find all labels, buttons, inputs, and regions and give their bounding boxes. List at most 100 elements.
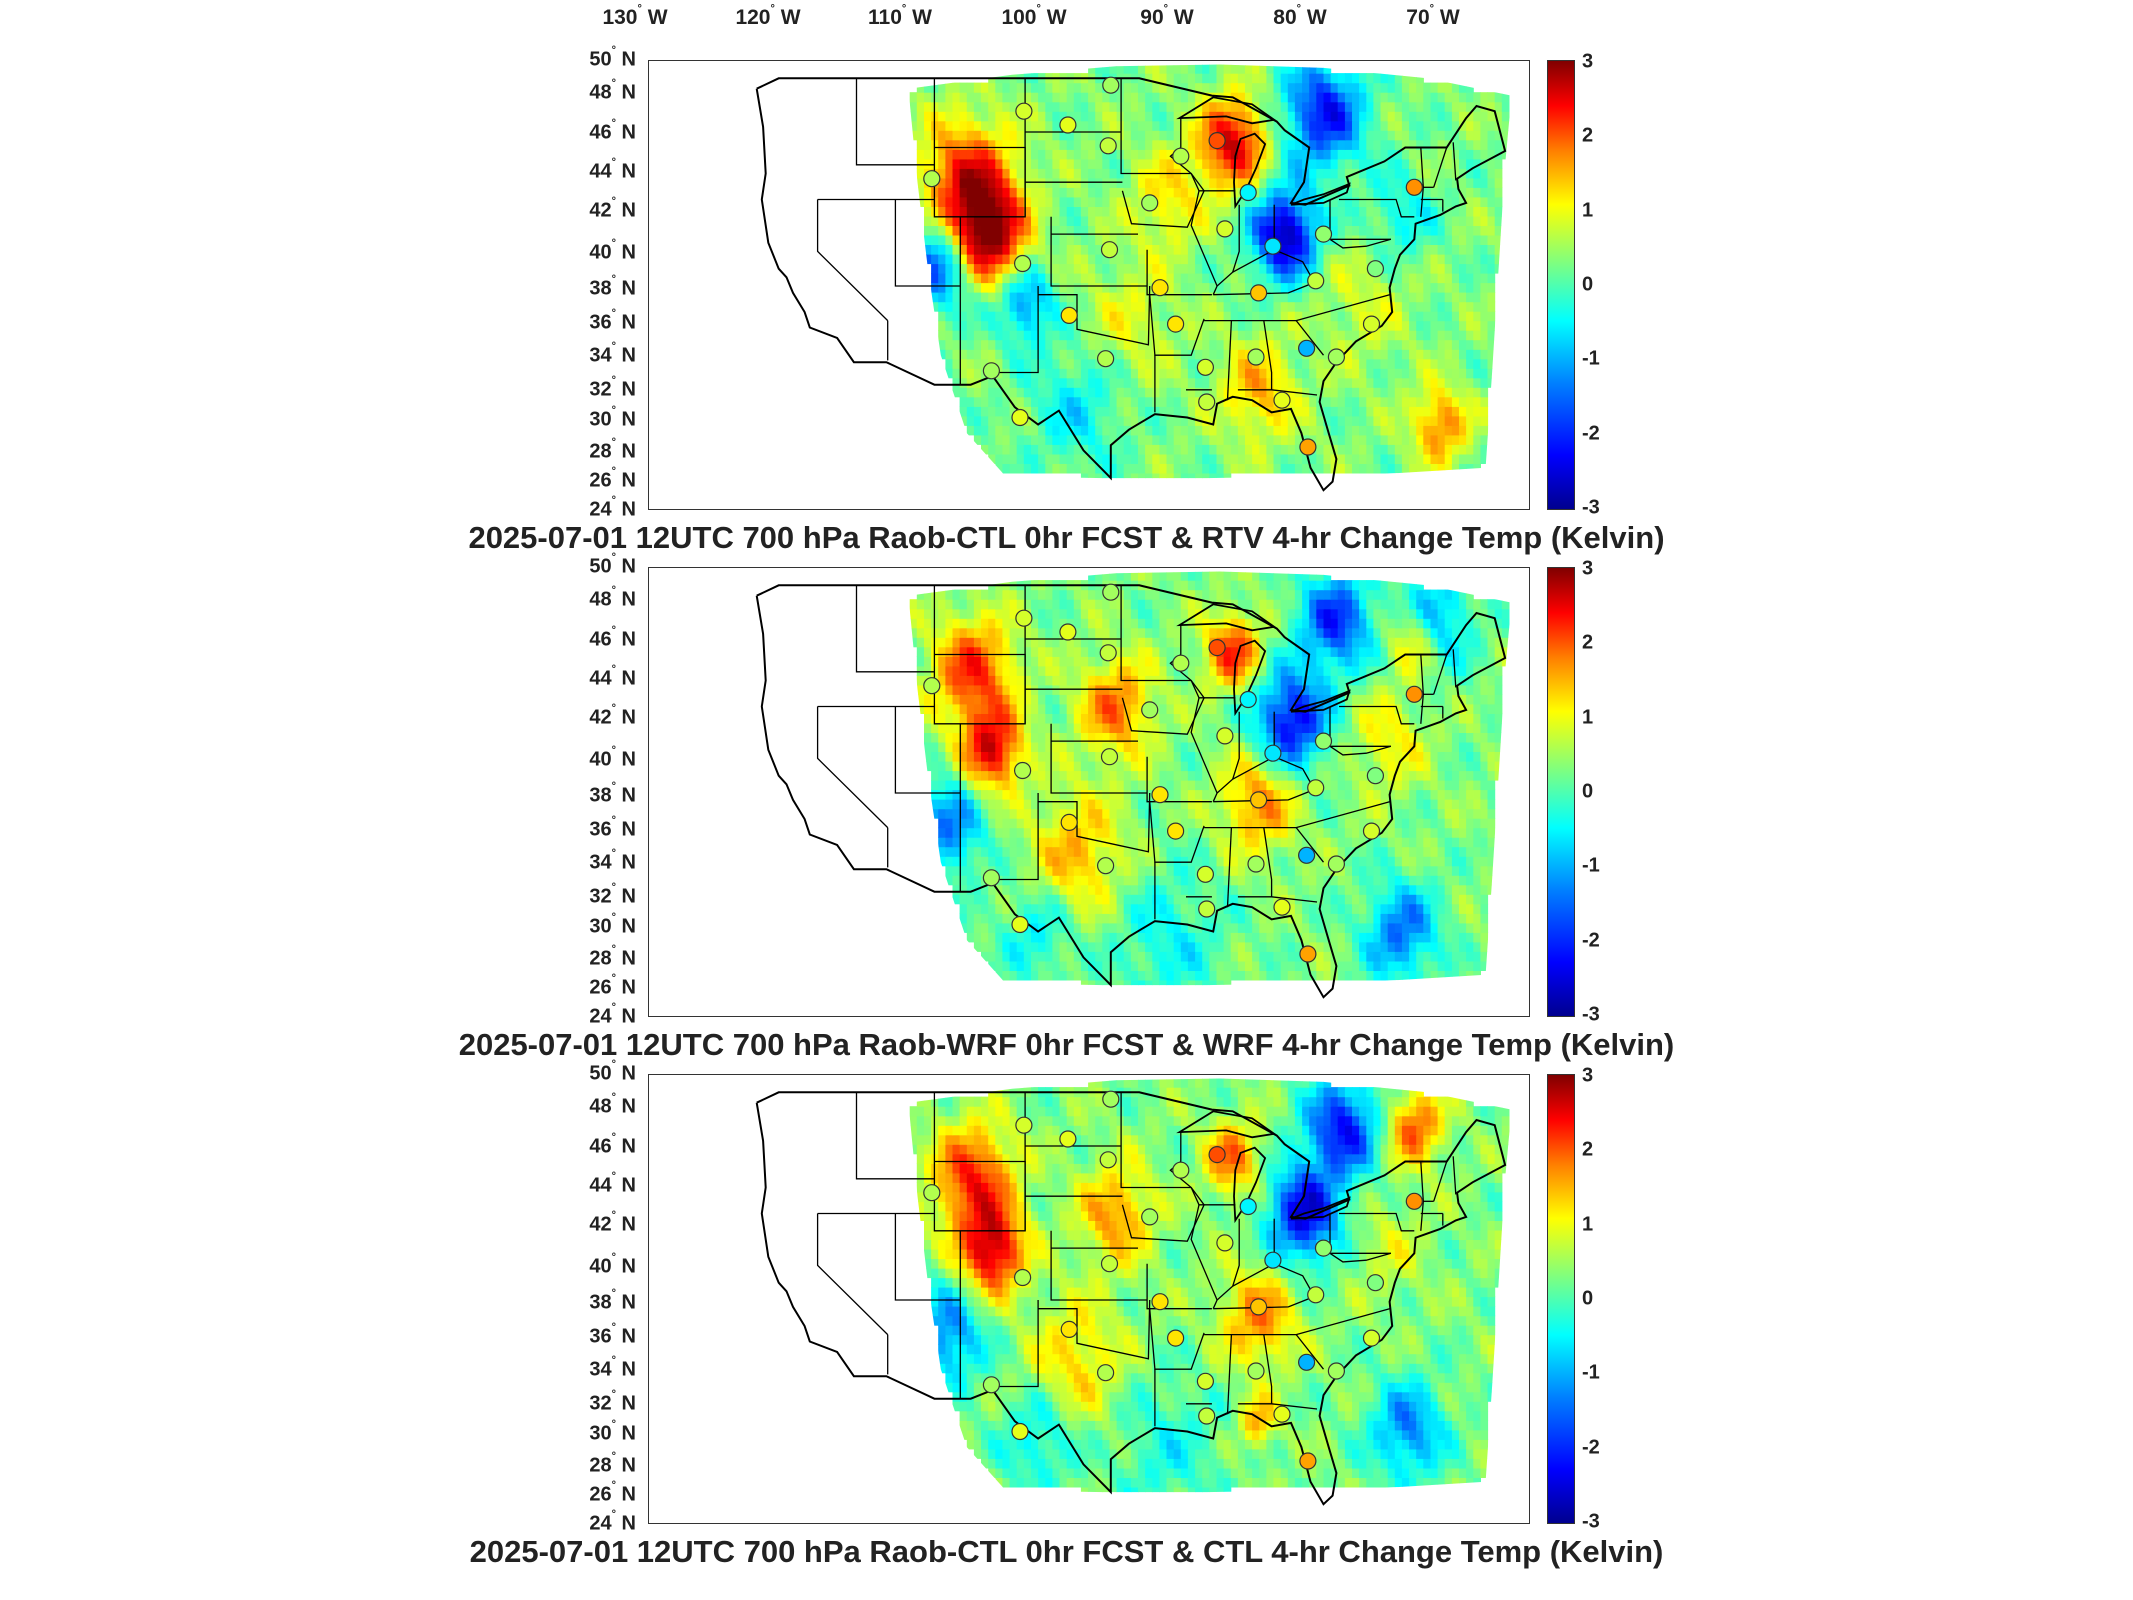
lon-tick-label: 120° W <box>735 3 801 29</box>
raob-station-marker <box>1100 241 1119 259</box>
raob-station-marker <box>1307 272 1325 290</box>
raob-station-marker <box>1196 865 1215 883</box>
raob-station-marker <box>1100 748 1119 766</box>
raob-station-marker <box>1015 1116 1033 1134</box>
state-border <box>1121 173 1205 228</box>
lat-tick-label: 44° N <box>589 1170 636 1197</box>
coastline <box>755 77 1507 492</box>
colorbar-tick-label: 3 <box>1582 50 1594 73</box>
state-border <box>1433 147 1448 188</box>
lat-tick-label: 28° N <box>589 943 636 970</box>
temperature-change-field <box>909 64 1510 479</box>
lat-tick-label: 38° N <box>589 1287 636 1314</box>
state-border <box>1212 755 1316 803</box>
raob-station-marker <box>1060 306 1078 324</box>
raob-station-marker <box>1099 644 1117 662</box>
raob-station-marker <box>1216 727 1234 745</box>
colorbar <box>1547 60 1575 510</box>
lat-tick-label: 32° N <box>589 881 636 908</box>
colorbar-tick-label: 2 <box>1582 631 1594 654</box>
map-canvas <box>755 571 1510 999</box>
raob-station-marker <box>1362 822 1381 840</box>
state-border <box>1169 625 1236 699</box>
lat-tick-label: 44° N <box>589 663 636 690</box>
state-border <box>1120 585 1192 682</box>
state-border <box>1237 1334 1273 1405</box>
state-border <box>1169 1132 1236 1206</box>
lat-tick-label: 28° N <box>589 1450 636 1477</box>
raob-station-marker <box>1166 1329 1185 1347</box>
lat-tick-label: 24° N <box>589 494 636 521</box>
colorbar-tick-label: -3 <box>1582 1003 1600 1026</box>
raob-station-marker <box>1366 767 1385 785</box>
raob-station-marker <box>1327 1362 1346 1380</box>
colorbar-tick-label: 2 <box>1582 1138 1594 1161</box>
state-border <box>1271 896 1318 903</box>
raob-station-marker <box>1208 1145 1226 1164</box>
raob-station-marker <box>1216 1234 1234 1252</box>
raob-station-marker <box>1239 1197 1257 1216</box>
raob-station-marker <box>982 362 1000 380</box>
raob-station-marker <box>1141 194 1159 212</box>
raob-station-marker <box>1011 1422 1029 1441</box>
state-border <box>1329 238 1392 249</box>
raob-station-marker <box>1100 1255 1119 1273</box>
state-border <box>894 706 961 794</box>
raob-station-marker <box>1314 732 1333 750</box>
raob-station-marker <box>1307 779 1325 797</box>
state-border <box>1120 1092 1192 1189</box>
lat-tick-label: 44° N <box>589 156 636 183</box>
raob-station-marker <box>1015 102 1033 120</box>
state-border <box>1339 1212 1415 1232</box>
panel-title-1: 2025-07-01 12UTC 700 hPa Raob-CTL 0hr FC… <box>468 520 1665 555</box>
lat-tick-label: 24° N <box>589 1001 636 1028</box>
raob-station-marker <box>1239 183 1257 202</box>
state-border <box>991 793 1039 881</box>
raob-station-marker <box>1297 846 1316 864</box>
colorbar <box>1547 1074 1575 1524</box>
raob-station-marker <box>1405 1192 1423 1210</box>
lat-tick-label: 40° N <box>589 744 636 771</box>
lake-outline <box>1176 603 1277 632</box>
raob-station-marker <box>1198 900 1216 918</box>
raob-station-marker <box>1011 408 1029 427</box>
state-border <box>1212 248 1316 296</box>
state-border <box>1271 1403 1318 1410</box>
lat-tick-label: 30° N <box>589 1418 636 1445</box>
raob-station-marker <box>1014 1268 1032 1287</box>
state-border <box>1149 801 1205 863</box>
lat-tick-label: 42° N <box>589 195 636 222</box>
colorbar-tick-label: 1 <box>1582 706 1594 729</box>
raob-station-marker <box>1208 131 1226 150</box>
colorbar-tick-label: 0 <box>1582 780 1594 803</box>
raob-station-marker <box>1247 855 1265 873</box>
state-border <box>1050 1230 1148 1301</box>
state-border <box>1295 1334 1325 1370</box>
lat-tick-label: 48° N <box>589 584 636 611</box>
raob-station-marker <box>1362 315 1381 333</box>
raob-station-marker <box>1097 350 1115 368</box>
state-border <box>1050 216 1148 287</box>
raob-station-marker <box>1314 1239 1333 1257</box>
raob-station-marker <box>982 869 1000 887</box>
lake-outline <box>1233 639 1267 717</box>
raob-station-marker <box>1216 220 1234 238</box>
colorbar-tick-label: 2 <box>1582 124 1594 147</box>
state-border <box>1204 1308 1390 1336</box>
colorbar-tick-label: -2 <box>1582 929 1600 952</box>
state-border <box>1433 654 1448 695</box>
state-border <box>1146 756 1212 803</box>
panel-title-3: 2025-07-01 12UTC 700 hPa Raob-CTL 0hr FC… <box>469 1534 1664 1569</box>
state-border <box>1204 801 1390 829</box>
state-border <box>1452 1156 1457 1195</box>
coastline <box>755 584 1507 999</box>
state-border <box>1232 204 1240 273</box>
raob-station-marker <box>1059 623 1077 641</box>
raob-station-marker <box>923 677 941 695</box>
raob-station-marker <box>1196 1372 1215 1390</box>
raob-station-marker <box>1297 1353 1316 1371</box>
state-border <box>1038 792 1151 853</box>
state-border <box>816 199 889 322</box>
map-canvas <box>755 64 1510 492</box>
raob-station-marker <box>1198 1407 1216 1425</box>
